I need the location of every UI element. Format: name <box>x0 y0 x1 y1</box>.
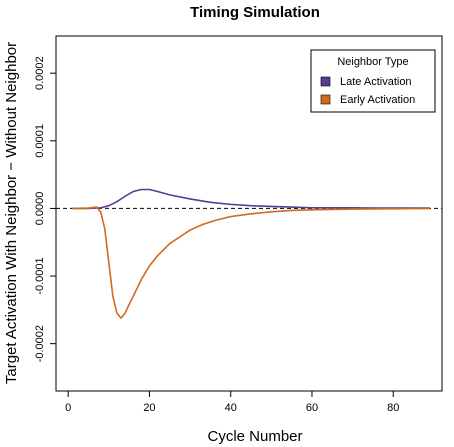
x-axis-label: Cycle Number <box>207 428 302 445</box>
series-line-early-activation <box>72 206 430 319</box>
legend-label-late-activation: Late Activation <box>340 76 412 88</box>
series-line-late-activation <box>72 188 430 210</box>
x-tick-label: 80 <box>387 402 399 414</box>
chart-title: Timing Simulation <box>190 4 320 21</box>
y-tick-label: -0.0001 <box>34 257 46 294</box>
legend-swatch-late-activation <box>320 76 331 87</box>
y-tick-label: 0.0001 <box>34 124 46 158</box>
legend-label-early-activation: Early Activation <box>340 94 415 106</box>
y-axis-label: Target Activation With Neighbor − Withou… <box>3 42 20 384</box>
x-tick-label: 0 <box>65 402 71 414</box>
plot-frame <box>55 35 443 392</box>
series-lines <box>72 188 430 319</box>
y-tick-label: -0.0002 <box>34 325 46 362</box>
x-tick-label: 40 <box>225 402 237 414</box>
x-tick-label: 20 <box>143 402 155 414</box>
y-tick-label: 0.0002 <box>34 56 46 90</box>
legend-title: Neighbor Type <box>337 56 408 68</box>
x-tick-label: 60 <box>306 402 318 414</box>
y-axis: -0.0002 -0.0001 0.0000 0.0001 0.0002 <box>34 56 56 362</box>
x-axis: 0 20 40 60 80 <box>65 391 399 414</box>
legend: Neighbor Type Late Activation Early Acti… <box>310 49 436 113</box>
y-tick-label: 0.0000 <box>34 192 46 226</box>
legend-swatch-early-activation <box>320 94 331 105</box>
legend-box <box>310 49 436 113</box>
